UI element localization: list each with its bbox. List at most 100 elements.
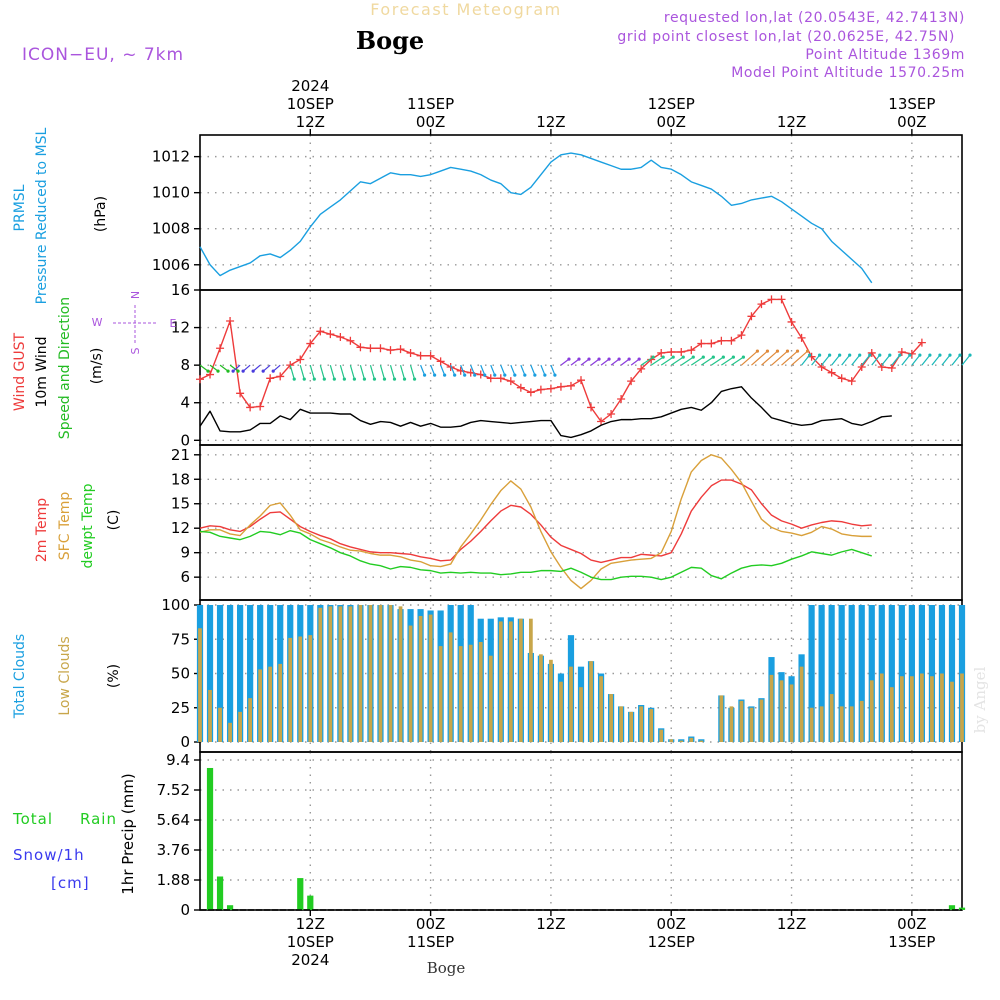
wind-arrow-head [597,357,601,361]
low-cloud-bar [338,606,343,742]
wind-arrow-head [206,369,210,373]
precip-label-total: Total [12,810,53,828]
total-cloud-bar [888,605,895,742]
total-cloud-bar [808,605,815,742]
low-cloud-bar [849,706,854,742]
low-cloud-bar [529,618,533,742]
wind-arrow [480,364,486,376]
wind-arrow [771,350,788,366]
wind-arrow [540,364,546,376]
wind-arrow-head [805,349,810,353]
low-cloud-bar [569,666,573,742]
wind-arrow [550,364,556,376]
low-cloud-bar [609,694,613,742]
y-tick-label: 12 [171,519,190,537]
gust-point [536,385,545,394]
y-tick-label: 12 [171,319,190,337]
y-tick-label: 18 [171,470,190,488]
wind-arrow [961,354,971,366]
time-label-top: 12Z [536,113,565,131]
wind-arrow [359,364,365,380]
low-cloud-bar [930,676,934,742]
wind-label-10m: 10m Wind [34,336,50,407]
gust-point [677,348,686,356]
compass-rose: N S W E [92,291,177,355]
wind-arrow [650,356,664,366]
wind-arrow [640,356,654,366]
time-label-bottom: 12SEP [648,933,695,951]
wind-arrow-head [216,369,220,373]
total-cloud-bar [898,605,905,742]
rain-bar [206,767,214,910]
wind-arrow [369,364,376,380]
gust-point [667,348,676,356]
wind-arrow [379,364,386,380]
wind-arrow [500,364,506,376]
gust-point [226,317,235,325]
low-cloud-bar [398,606,403,742]
series-line [199,386,892,439]
total-cloud-bar [868,605,875,742]
wind-arrow-head [671,355,675,359]
rain-bar [948,905,956,910]
low-cloud-bar [859,700,864,742]
precip-panel: 0 1.88 3.76 5.64 7.52 9.4 [157,751,966,919]
low-cloud-bar [799,666,804,742]
gust-point [707,339,716,348]
wind-arrow [911,354,921,366]
panel-frame [199,751,963,911]
gust-point [757,300,766,309]
wind-arrow-head [721,355,725,359]
gust-point [366,344,375,353]
low-cloud-bar [869,680,874,742]
low-cloud-bar [268,666,273,742]
gust-point [566,381,575,390]
y-tick-label: 7.52 [157,781,190,799]
wind-arrow-head [577,357,581,361]
temp-label-sfc: SFC Temp [57,492,73,561]
low-cloud-bar [539,654,543,742]
y-tick-label: 5.64 [157,811,190,829]
wind-arrow-head [332,377,336,381]
gust-point [777,295,786,304]
low-cloud-bar [889,687,894,742]
low-cloud-bar [478,641,483,742]
wind-unit: (m/s) [89,348,105,385]
y-tick-label: 9 [180,544,190,562]
low-cloud-bar [418,615,423,742]
low-cloud-bar [258,669,263,742]
compass-w: W [92,316,103,329]
time-label-bottom: 12Z [536,915,565,933]
wind-arrow-head [543,373,547,377]
wind-arrow-head [422,373,427,377]
time-label-bottom: 12Z [777,915,806,933]
wind-arrow [229,364,239,372]
low-cloud-bar [589,661,593,742]
gust-point [727,336,736,345]
gust-point [306,339,315,348]
time-label-top: 00Z [416,113,445,131]
low-cloud-bar [779,680,784,742]
time-label-top: 12Z [777,113,806,131]
precip-label-snow: Snow/1h [13,846,85,864]
wind-arrow-head [503,373,507,377]
low-cloud-bar [238,711,242,742]
low-cloud-bar [508,621,513,742]
low-cloud-bar [388,605,393,742]
wind-arrow-head [888,353,892,357]
low-cloud-bar [559,681,563,742]
low-cloud-bar [318,607,323,742]
wind-arrow-head [617,357,621,361]
wind-arrow [791,350,808,366]
time-label-top: 12Z [296,113,325,131]
low-cloud-bar [769,674,774,742]
low-cloud-bar [498,621,503,742]
wind-arrow-head [651,355,655,359]
low-cloud-bar [619,706,623,742]
pressure-panel: 1006 1008 1010 1012 [152,134,963,291]
wind-arrow-head [292,377,296,381]
gust-point [426,351,435,360]
gust-point [697,339,706,348]
total-cloud-bar [206,605,214,742]
low-cloud-bar [298,636,303,742]
